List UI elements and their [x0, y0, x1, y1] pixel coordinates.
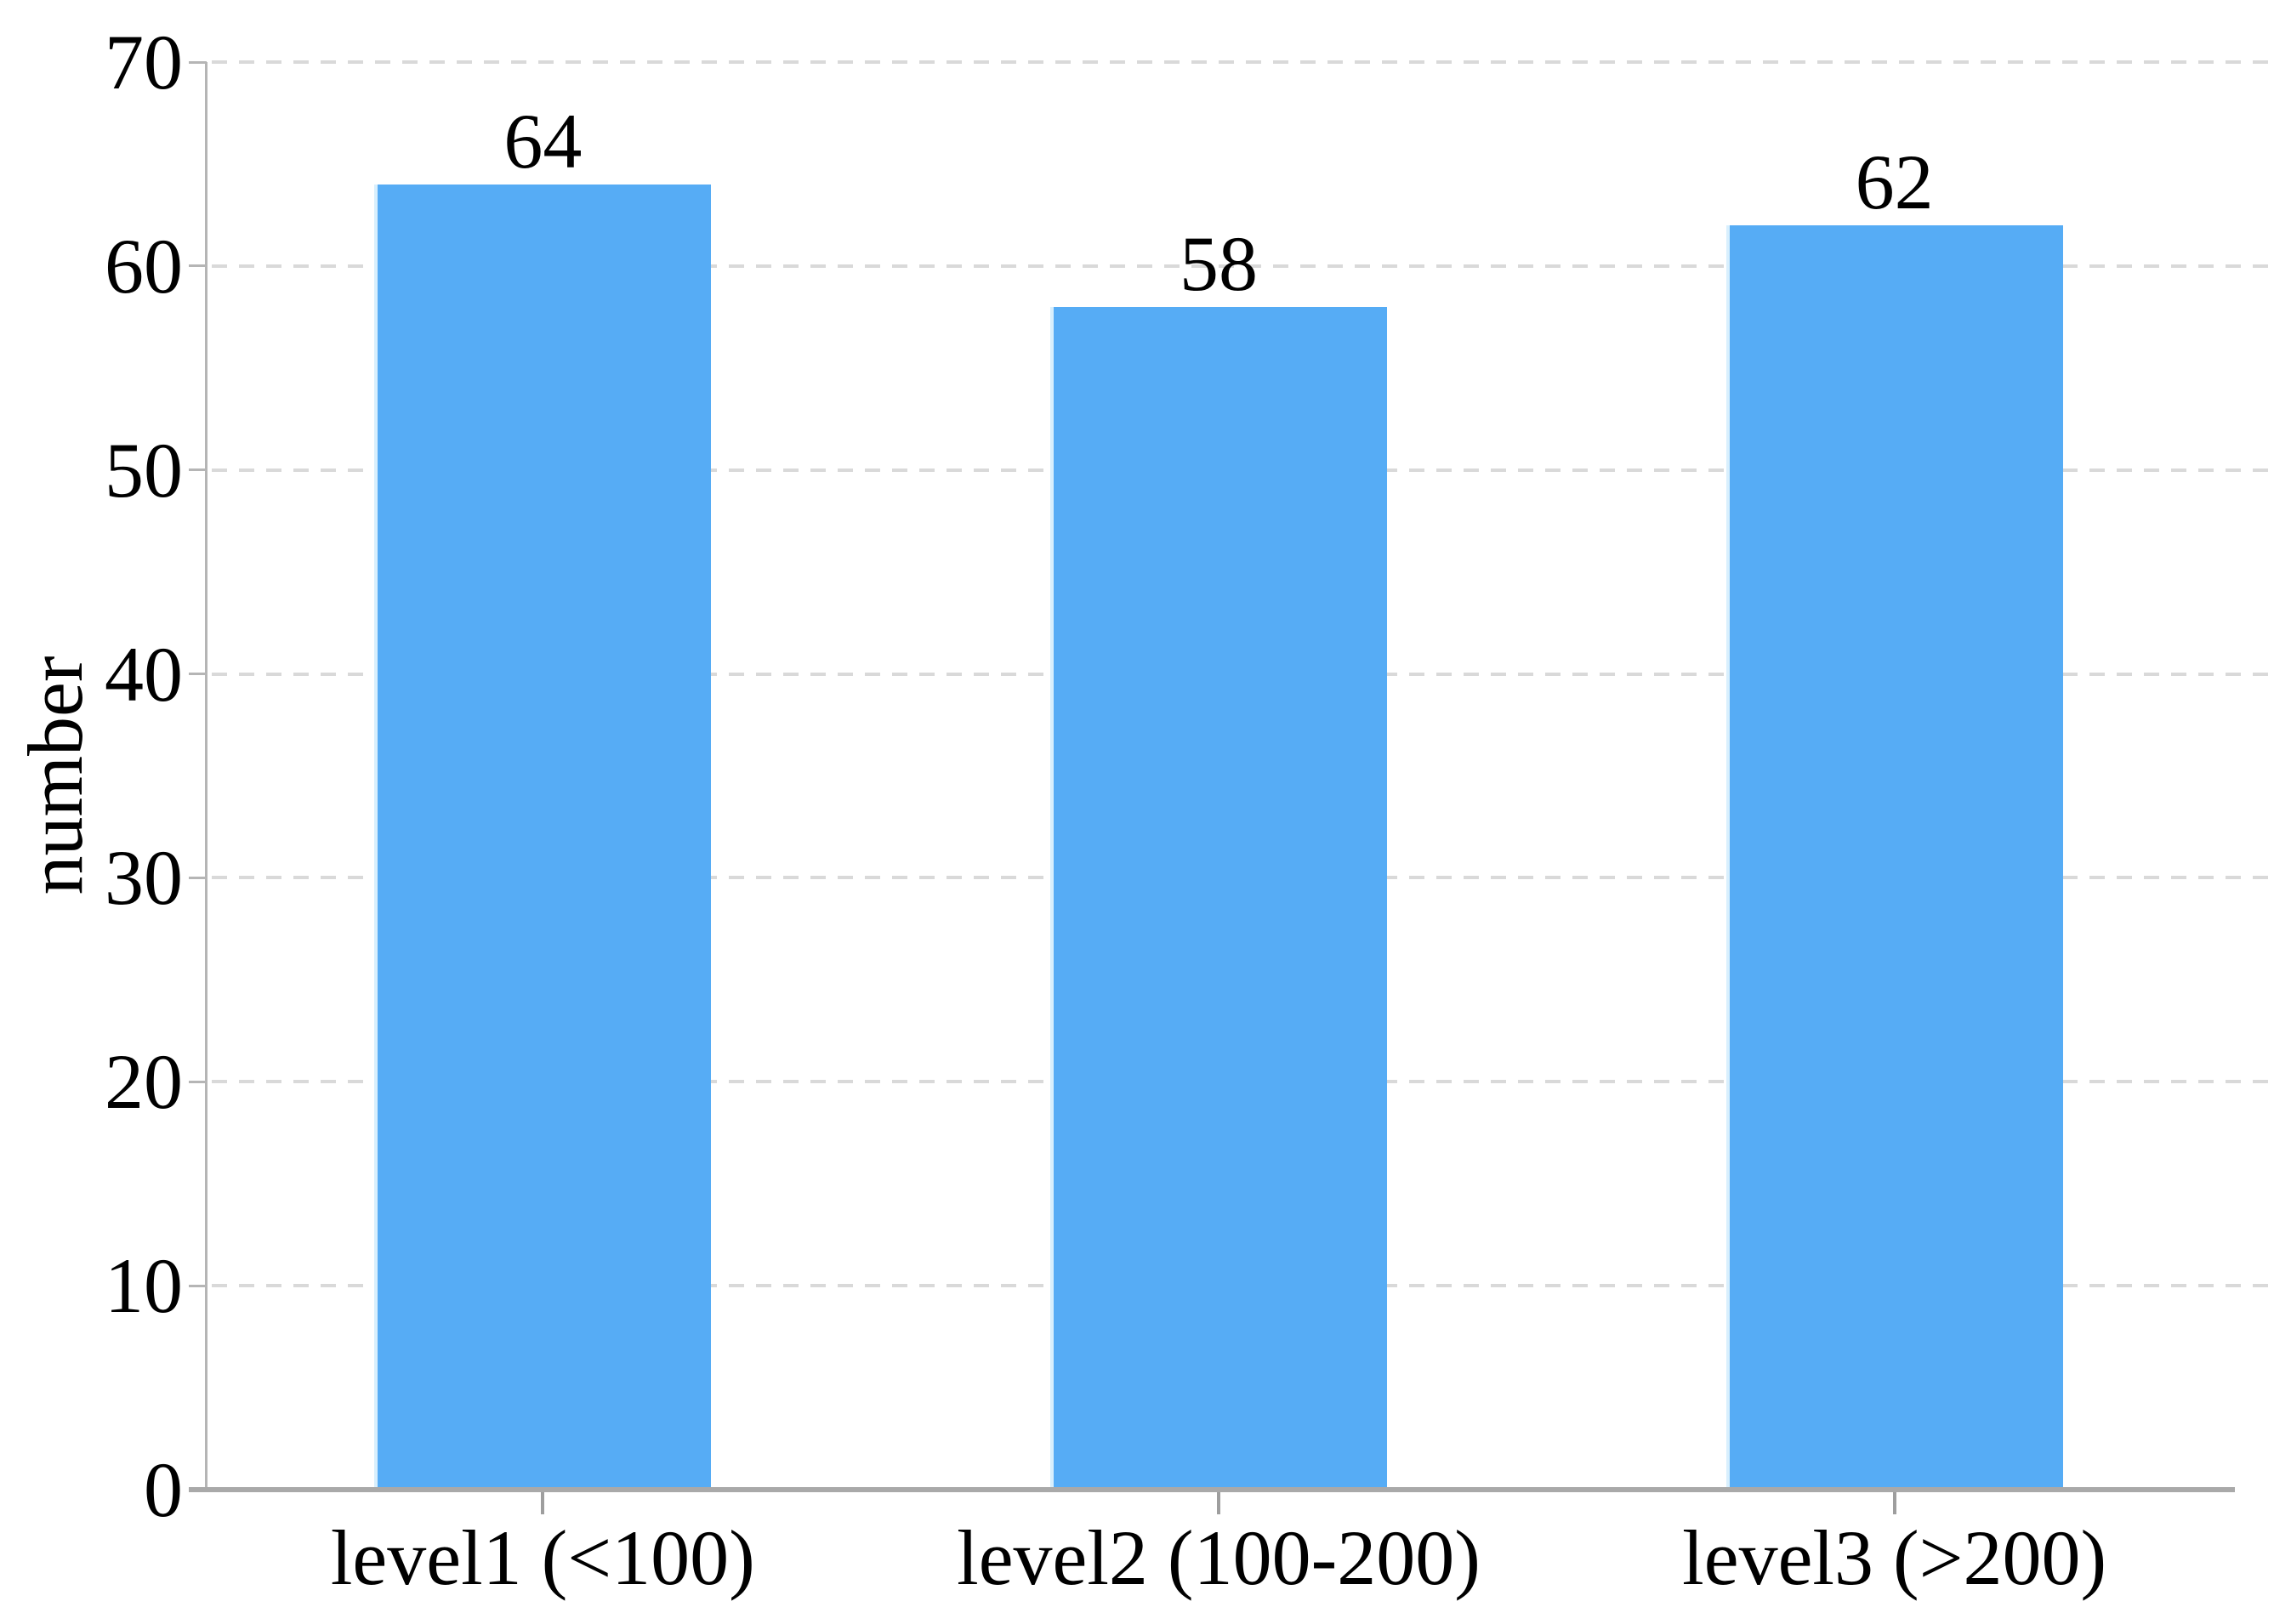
y-tick-label-40: 40	[105, 630, 183, 718]
y-tick-mark-20	[189, 1080, 207, 1083]
x-tick-mark-1	[1217, 1492, 1220, 1514]
bar-value-label-0: 64	[503, 97, 583, 185]
y-tick-label-60: 60	[105, 222, 183, 309]
y-tick-label-70: 70	[105, 19, 183, 105]
x-tick-mark-0	[541, 1492, 545, 1514]
y-tick-label-20: 20	[105, 1038, 183, 1126]
bar-value-label-1: 58	[1180, 219, 1258, 307]
bar-level3 (>200)	[1725, 224, 2063, 1487]
bar-level1 (<100)	[374, 184, 712, 1487]
x-axis-line	[189, 1487, 2235, 1492]
y-tick-label-0: 0	[144, 1446, 183, 1533]
bar-level2 (100-200)	[1050, 306, 1387, 1487]
y-axis-title: number	[12, 656, 99, 895]
gridline-y70	[212, 60, 2271, 64]
x-category-label-0: level1 (<100)	[330, 1514, 755, 1601]
y-tick-mark-30	[189, 876, 207, 879]
x-category-label-1: level2 (100-200)	[957, 1514, 1481, 1601]
gridline-y60	[212, 264, 2271, 268]
bar-value-label-2: 62	[1855, 138, 1934, 225]
x-category-label-2: level3 (>200)	[1682, 1514, 2107, 1601]
x-tick-mark-2	[1892, 1492, 1896, 1514]
y-tick-mark-40	[189, 673, 207, 676]
y-tick-label-50: 50	[105, 426, 183, 514]
y-tick-mark-60	[189, 264, 207, 268]
y-tick-mark-70	[189, 60, 207, 64]
y-tick-label-30: 30	[105, 834, 183, 922]
y-tick-label-10: 10	[105, 1242, 183, 1330]
y-tick-mark-50	[189, 468, 207, 472]
y-tick-mark-10	[189, 1284, 207, 1287]
y-axis-line	[205, 62, 208, 1490]
